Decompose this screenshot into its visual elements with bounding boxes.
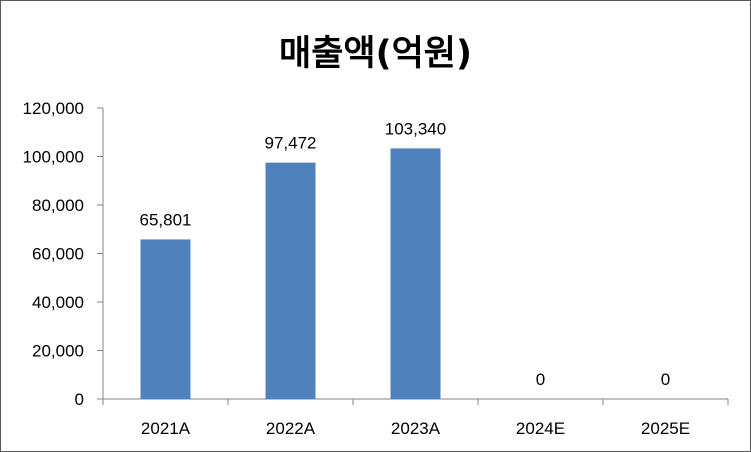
bar xyxy=(390,148,441,399)
x-tick-label: 2025E xyxy=(641,419,690,438)
y-tick-label: 0 xyxy=(75,390,84,409)
y-tick-label: 100,000 xyxy=(23,148,84,167)
bar xyxy=(140,239,191,399)
data-label: 65,801 xyxy=(140,210,192,229)
data-label: 0 xyxy=(536,370,545,389)
x-tick-label: 2023A xyxy=(391,419,441,438)
data-label: 0 xyxy=(661,370,670,389)
y-tick-label: 40,000 xyxy=(32,293,84,312)
y-tick-label: 80,000 xyxy=(32,196,84,215)
chart-title: 매출액(억원) xyxy=(279,34,472,74)
y-tick-label: 120,000 xyxy=(23,99,84,118)
bar xyxy=(265,162,316,399)
x-tick-label: 2021A xyxy=(141,419,191,438)
x-tick-label: 2024E xyxy=(516,419,565,438)
y-tick-label: 60,000 xyxy=(32,245,84,264)
data-label: 97,472 xyxy=(265,134,317,153)
x-tick-label: 2022A xyxy=(266,419,316,438)
data-label: 103,340 xyxy=(385,119,446,138)
y-tick-label: 20,000 xyxy=(32,342,84,361)
